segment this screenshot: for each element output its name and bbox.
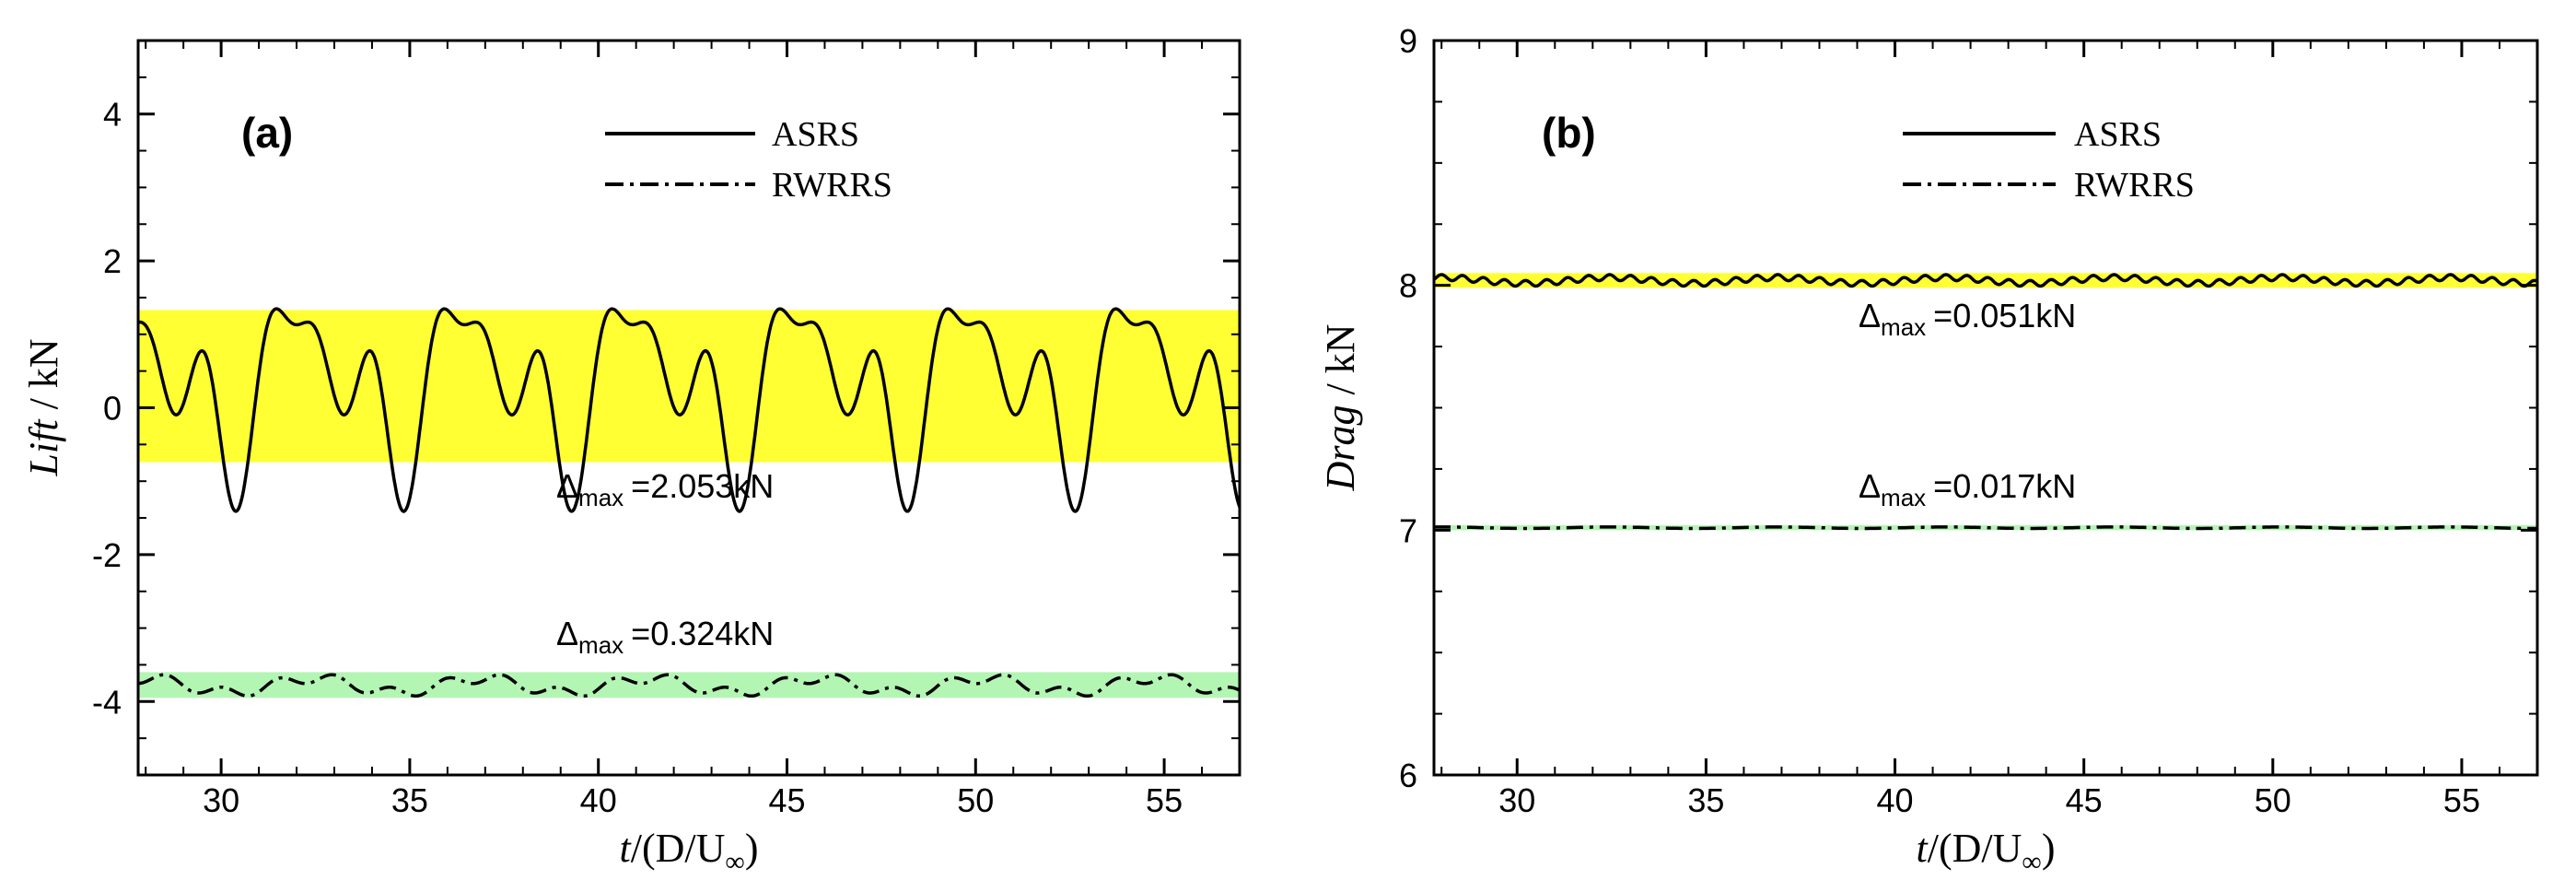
drag-legend: ASRS RWRRS bbox=[1903, 115, 2195, 205]
lift-y-tick-label: 4 bbox=[103, 96, 122, 134]
drag-y-tick-label: 6 bbox=[1399, 757, 1417, 794]
lift-y-tick-label: -2 bbox=[92, 536, 122, 574]
drag-plot-frame bbox=[1432, 39, 2539, 777]
lift-band-asrs bbox=[138, 310, 1240, 463]
lift-x-tick-label: 40 bbox=[580, 781, 617, 819]
drag-x-tick-label: 30 bbox=[1498, 781, 1535, 819]
lift-chart-panel: 30 35 40 45 50 55 -4 -2 0 2 4 (a) ASRS RWRRS Δmax =… bbox=[21, 39, 1241, 877]
lift-x-axis-title: t/(D/U∞) bbox=[620, 826, 759, 877]
lift-rwrrs-delta-annotation: Δmax =0.324kN bbox=[556, 615, 774, 659]
drag-rwrrs-delta-annotation: Δmax =0.017kN bbox=[1859, 467, 2076, 511]
lift-series-rwrrs bbox=[137, 673, 1241, 698]
drag-panel-label: (b) bbox=[1542, 109, 1596, 157]
lift-y-tick-label: -4 bbox=[92, 683, 122, 721]
lift-x-tick-label: 50 bbox=[957, 781, 994, 819]
lift-y-tick-label: 2 bbox=[103, 242, 122, 280]
drag-x-tick-label: 45 bbox=[2066, 781, 2103, 819]
drag-band-rwrrs bbox=[1434, 525, 2537, 531]
drag-y-tick-label: 8 bbox=[1399, 267, 1417, 305]
drag-y-tick-label: 9 bbox=[1399, 22, 1417, 60]
drag-legend-rwrrs-label: RWRRS bbox=[2074, 166, 2195, 205]
drag-asrs-delta-annotation: Δmax =0.051kN bbox=[1859, 297, 2076, 341]
lift-x-tick-label: 35 bbox=[391, 781, 428, 819]
lift-legend-rwrrs-label: RWRRS bbox=[772, 166, 892, 205]
lift-y-axis-title: Lift / kN bbox=[21, 338, 66, 476]
lift-x-tick-label: 55 bbox=[1146, 781, 1183, 819]
lift-legend-asrs-label: ASRS bbox=[772, 115, 859, 154]
lift-legend: ASRS RWRRS bbox=[605, 115, 892, 205]
drag-legend-asrs-label: ASRS bbox=[2074, 115, 2162, 154]
lift-x-tick-label: 30 bbox=[203, 781, 239, 819]
lift-panel-label: (a) bbox=[241, 109, 293, 157]
drag-x-tick-label: 50 bbox=[2255, 781, 2291, 819]
lift-ticks: 30 35 40 45 50 55 -4 -2 0 2 4 bbox=[92, 40, 1241, 819]
drag-y-tick-label: 7 bbox=[1399, 511, 1417, 549]
drag-x-tick-label: 35 bbox=[1687, 781, 1724, 819]
drag-y-axis-title: Drag / kN bbox=[1318, 324, 1363, 492]
drag-x-tick-label: 55 bbox=[2443, 781, 2480, 819]
lift-series-asrs bbox=[137, 307, 1241, 513]
lift-asrs-delta-annotation: Δmax =2.053kN bbox=[556, 467, 774, 511]
drag-x-tick-label: 40 bbox=[1877, 781, 1914, 819]
lift-x-tick-label: 45 bbox=[768, 781, 805, 819]
drag-chart-panel: 30 35 40 45 50 55 6 7 8 9 (b) ASRS RWRRS Δmax =0.0… bbox=[1318, 22, 2539, 877]
drag-series-rwrrs bbox=[1434, 525, 2537, 531]
drag-ticks: 30 35 40 45 50 55 6 7 8 9 bbox=[1399, 22, 2538, 819]
lift-band-rwrrs bbox=[138, 672, 1240, 698]
drag-x-axis-title: t/(D/U∞) bbox=[1917, 826, 2056, 877]
drag-series-asrs bbox=[1432, 273, 2538, 288]
lift-bands bbox=[138, 310, 1240, 698]
lift-y-tick-label: 0 bbox=[103, 390, 122, 428]
lift-series bbox=[137, 307, 1241, 698]
drag-series bbox=[1432, 273, 2538, 531]
